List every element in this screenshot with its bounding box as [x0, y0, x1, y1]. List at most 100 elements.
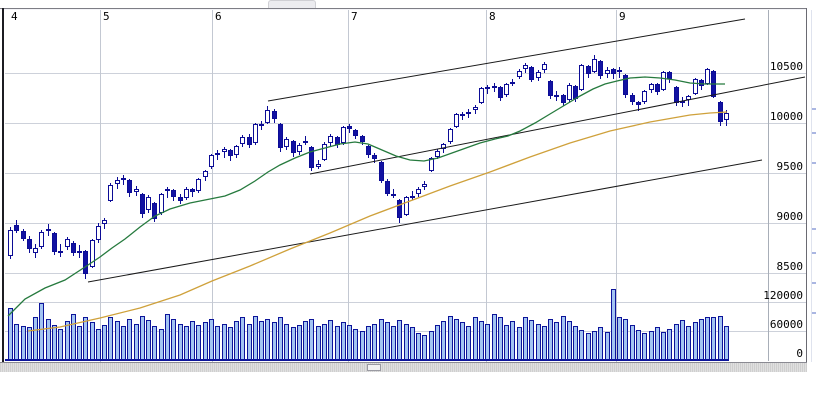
frame-right-border [806, 8, 807, 372]
volume-bar [108, 316, 114, 360]
y-axis-label-60000: 60000 [769, 318, 803, 331]
candle-body [353, 130, 359, 136]
volume-bar [353, 328, 359, 360]
volume-bar [165, 314, 170, 360]
volume-bar [202, 322, 208, 360]
y-axis-label-0: 0 [796, 347, 803, 360]
volume-bar [648, 331, 654, 360]
candle-body [158, 194, 164, 213]
candle-body [127, 180, 133, 193]
volume-bar [409, 327, 415, 360]
candle-body [723, 113, 729, 120]
candle-body [108, 184, 114, 201]
candle-body [139, 194, 145, 214]
volume-bar [447, 315, 453, 360]
candle-body [259, 124, 265, 126]
volume-bar [497, 317, 503, 360]
volume-bar [102, 325, 108, 360]
candle-body [391, 194, 397, 196]
candle-body [479, 87, 484, 103]
volume-bar [522, 316, 528, 360]
volume-bar [384, 322, 390, 360]
bottom-scroll-strip[interactable] [0, 363, 807, 372]
candle-body [428, 158, 434, 171]
volume-bar [227, 327, 233, 360]
volume-bar [83, 317, 89, 360]
volume-bar [14, 323, 20, 360]
candle-body [252, 124, 258, 143]
candle-body [83, 251, 89, 274]
volume-bar [397, 320, 403, 360]
candle-body [315, 164, 321, 167]
volume-bar [208, 318, 214, 360]
candle-body [365, 146, 371, 155]
price-volume-plot[interactable] [0, 0, 768, 362]
volume-bar [617, 316, 623, 360]
candle-body [26, 238, 32, 249]
candle-body [485, 87, 491, 89]
frame-bottom-border [0, 362, 807, 363]
candle-body [522, 64, 528, 69]
volume-bar [466, 326, 472, 360]
frame-top-highlight [0, 9, 807, 10]
volume-bar [636, 330, 641, 360]
volume-bar [271, 322, 277, 360]
candle-body [284, 139, 290, 147]
candle-body [529, 67, 535, 80]
volume-bar [290, 327, 296, 360]
x-axis-label-month-4: 4 [11, 10, 18, 23]
adjacent-panel-tick [812, 228, 816, 230]
candle-body [265, 109, 271, 123]
adjacent-panel-border [811, 10, 812, 362]
candle-body [39, 232, 45, 247]
candle-body [95, 225, 101, 240]
candle-body [541, 63, 547, 70]
volume-bar [221, 323, 227, 360]
candle-body [190, 189, 196, 192]
candle-body [278, 124, 284, 148]
y-axis-label-8500: 8500 [776, 260, 804, 273]
candle-body [64, 238, 70, 247]
candle-body [447, 128, 453, 142]
volume-bar [686, 326, 692, 360]
candle-body [585, 66, 591, 74]
candle-body [705, 68, 711, 84]
volume-bar [504, 325, 510, 360]
volume-bar [491, 314, 497, 360]
volume-bar [26, 327, 32, 360]
volume-bar [529, 320, 535, 360]
volume-bar [347, 325, 353, 360]
candle-body [435, 150, 441, 157]
candle-body [648, 83, 654, 90]
volume-bar [39, 302, 45, 360]
candle-body [623, 75, 629, 95]
candle-body [152, 203, 158, 219]
candle-body [409, 196, 415, 198]
volume-bar [171, 318, 177, 360]
volume-bar [705, 316, 711, 360]
x-axis-label-month-6: 6 [215, 10, 222, 23]
x-axis-label-month-7: 7 [351, 10, 358, 23]
volume-bar [77, 326, 83, 360]
volume-bar [623, 318, 629, 360]
candle-body [598, 61, 604, 76]
candle-body [466, 111, 472, 114]
volume-bar [667, 328, 673, 360]
candle-body [296, 144, 302, 152]
volume-bar [460, 322, 466, 360]
y-axis-label-9500: 9500 [776, 160, 804, 173]
candle-body [654, 84, 660, 92]
volume-bar [604, 331, 610, 360]
candle-body [322, 143, 327, 160]
volume-bar [152, 326, 158, 360]
volume-bar [278, 316, 284, 360]
scrollbar-thumb[interactable] [367, 364, 381, 371]
candle-body [221, 149, 227, 152]
candle-body [397, 200, 403, 218]
volume-bar [560, 315, 566, 360]
adjacent-panel-tick [812, 162, 816, 164]
volume-bar [322, 323, 327, 360]
y-axis-label-10000: 10000 [769, 110, 803, 123]
volume-bar [661, 331, 667, 360]
